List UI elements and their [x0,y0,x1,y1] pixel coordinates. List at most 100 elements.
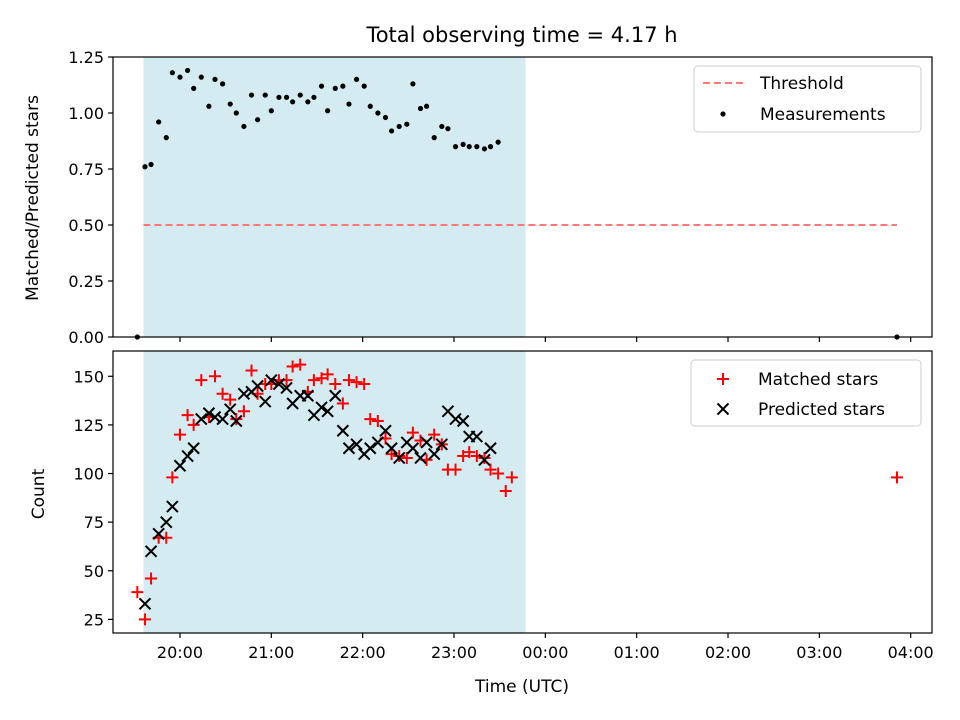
predicted-star-point [237,387,251,400]
axes-frame [112,56,933,338]
measurement-point [396,123,402,130]
predicted-star-point [230,414,243,428]
matched-star-point [492,467,505,480]
predicted-star-point [371,436,385,449]
predicted-star-point [484,442,497,455]
observing-interval-shade [143,351,526,633]
measurement-point [156,119,162,125]
measurement-point [255,117,261,123]
measurement-point [262,92,268,98]
predicted-star-point [385,442,398,455]
matched-star-point [307,374,320,387]
predicted-star-point [224,403,237,416]
matched-star-point [393,450,406,463]
measurement-point [191,85,197,91]
x-tick-label: 21:00 [248,643,294,662]
measurement-point [268,108,274,114]
x-tick-label: 22:00 [340,643,386,662]
matched-star-point [350,376,363,389]
matched-star-point [245,364,258,377]
measurement-point [452,144,459,150]
measurement-point [233,110,239,116]
matched-star-point [224,393,237,406]
matched-star-point [216,387,229,400]
measurement-point [423,103,430,109]
measurement-point [431,135,437,141]
legend-box [690,359,922,427]
predicted-star-point [427,447,441,461]
measurement-point [169,70,175,76]
matched-star-point [406,426,419,439]
predicted-star-point [195,412,208,426]
x-tick-label: 23:00 [431,643,477,662]
matched-star-point [371,415,384,428]
matched-star-point [181,409,194,422]
measurement-point [248,92,255,98]
measurement-point [318,83,325,89]
measurement-point [367,103,373,109]
predicted-star-point [414,451,427,465]
predicted-star-point [449,412,462,426]
matched-star-point [457,450,470,463]
matched-star-point [173,428,186,441]
y-tick-label: 1.25 [68,48,104,67]
predicted-star-point [321,405,334,418]
predicted-star-point [259,395,272,408]
measurement-point [375,110,381,116]
measurement-point [325,108,331,114]
matched-star-point [463,446,476,459]
legend-predicted-label: Predicted stars [758,400,885,420]
matched-star-point [294,358,307,371]
predicted-star-point [301,389,315,402]
matched-star-point [286,360,299,373]
matched-star-point [505,471,518,484]
predicted-star-point [478,453,491,467]
measurement-point [212,76,218,82]
y-tick-label: 100 [73,465,104,484]
measurement-point [340,83,346,89]
matched-star-point [187,418,200,431]
matched-star-point [336,397,349,410]
observing-interval-shade [143,57,526,337]
predicted-star-point [166,500,179,513]
measurement-point [177,74,183,80]
legend-measurements-swatch [720,111,726,117]
matched-star-point [478,451,491,464]
legend-box [693,65,922,133]
measurement-point [474,144,480,150]
y-tick-label: 1.00 [68,104,104,123]
predicted-star-point [342,442,356,455]
measurement-point [206,103,212,109]
ratio-subplot: 0.00 0.25 0.50 0.75 1.00 1.25 Threshold Measure… [68,48,933,347]
matched-star-point [484,463,497,476]
chart-title: Total observing time = 4.17 h [365,23,677,47]
predicted-star-point [144,545,158,558]
measurement-point [148,161,154,168]
matched-star-point [166,471,179,484]
legend-threshold-label: Threshold [759,74,844,94]
matched-star-point [145,572,158,585]
x-tick-label: 03:00 [796,643,842,662]
predicted-star-point [336,424,350,437]
legend-predicted-swatch [716,402,730,416]
predicted-star-point [406,442,420,455]
matched-star-point [329,378,342,391]
x-tick-label: 00:00 [522,643,568,662]
y-tick-label: 125 [73,416,104,435]
matched-star-point [364,413,377,426]
measurement-point [311,94,317,100]
y-tick-label: 0.50 [68,216,104,235]
matched-star-point [138,613,151,626]
y-tick-label: 150 [73,367,104,386]
matched-star-point [237,405,250,418]
predicted-star-point [152,527,165,541]
matched-star-point [428,428,441,441]
predicted-star-point [265,373,278,387]
predicted-star-point [138,597,152,611]
predicted-star-point [181,449,194,463]
predicted-star-point [435,438,449,451]
measurement-point [361,83,367,89]
x-tick-label: 02:00 [705,643,751,662]
measurement-point [276,94,282,100]
measurement-point [417,105,424,112]
